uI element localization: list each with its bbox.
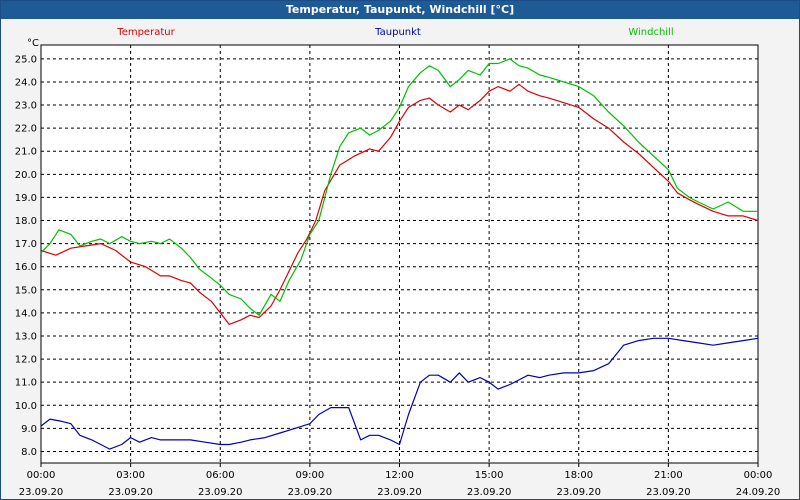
y-tick-label: 15.0 <box>15 285 37 296</box>
legend-entry-windchill: Windchill <box>628 27 673 38</box>
y-tick-label: 18.0 <box>15 216 37 227</box>
x-tick-time: 18:00 <box>564 470 593 481</box>
x-tick-date: 24.09.20 <box>736 487 781 498</box>
y-tick-label: 25.0 <box>15 54 37 65</box>
x-tick-date: 23.09.20 <box>556 487 601 498</box>
x-tick-date: 23.09.20 <box>288 487 333 498</box>
y-tick-label: 14.0 <box>15 308 37 319</box>
x-tick-time: 09:00 <box>295 470 324 481</box>
x-tick-time: 06:00 <box>206 470 235 481</box>
x-axis: 00:00 23.09.20 03:00 23.09.20 06:00 23.09.20 0… <box>19 463 781 498</box>
legend-entry-taupunkt: Taupunkt <box>374 27 421 38</box>
window-title: Temperatur, Taupunkt, Windchill [°C] <box>1 1 799 19</box>
y-tick-label: 19.0 <box>15 193 37 204</box>
series-line-windchill <box>40 58 758 316</box>
x-tick-time: 12:00 <box>385 470 414 481</box>
y-tick-label: 8.0 <box>21 447 37 458</box>
y-tick-label: 22.0 <box>15 124 37 135</box>
y-tick-label: 12.0 <box>15 355 37 366</box>
y-tick-label: 11.0 <box>15 378 37 389</box>
x-tick-date: 23.09.20 <box>108 487 153 498</box>
series-line-temperatur <box>40 83 759 325</box>
y-tick-label: 23.0 <box>15 101 37 112</box>
y-tick-label: 16.0 <box>15 262 37 273</box>
x-tick-time: 00:00 <box>744 470 773 481</box>
y-tick-label: 20.0 <box>15 170 37 181</box>
x-tick-date: 23.09.20 <box>646 487 691 498</box>
x-tick-date: 23.09.20 <box>467 487 512 498</box>
line-chart: 8.0 9.0 10.0 11.0 12.0 13.0 14.0 15.0 16.0 17.0 18… <box>15 27 781 498</box>
y-tick-label: 24.0 <box>15 77 37 88</box>
x-tick-time: 15:00 <box>475 470 504 481</box>
x-tick-date: 23.09.20 <box>198 487 243 498</box>
x-tick-date: 23.09.20 <box>377 487 422 498</box>
y-tick-label: 21.0 <box>15 147 37 158</box>
legend-entry-temperatur: Temperatur <box>116 27 175 38</box>
y-tick-label: 9.0 <box>21 424 37 435</box>
series-lines <box>40 58 759 450</box>
grid-lines <box>41 45 758 463</box>
y-tick-label: 17.0 <box>15 239 37 250</box>
y-axis-label: °C <box>27 38 39 49</box>
x-tick-time: 21:00 <box>654 470 683 481</box>
x-tick-time: 03:00 <box>116 470 145 481</box>
x-tick-date: 23.09.20 <box>19 487 64 498</box>
y-tick-label: 13.0 <box>15 331 37 342</box>
x-tick-time: 00:00 <box>27 470 56 481</box>
series-line-taupunkt <box>40 337 759 450</box>
y-tick-label: 10.0 <box>15 401 37 412</box>
y-axis: 8.0 9.0 10.0 11.0 12.0 13.0 14.0 15.0 16.0 17.0 18… <box>15 54 37 458</box>
legend: Temperatur Taupunkt Windchill <box>116 27 673 38</box>
